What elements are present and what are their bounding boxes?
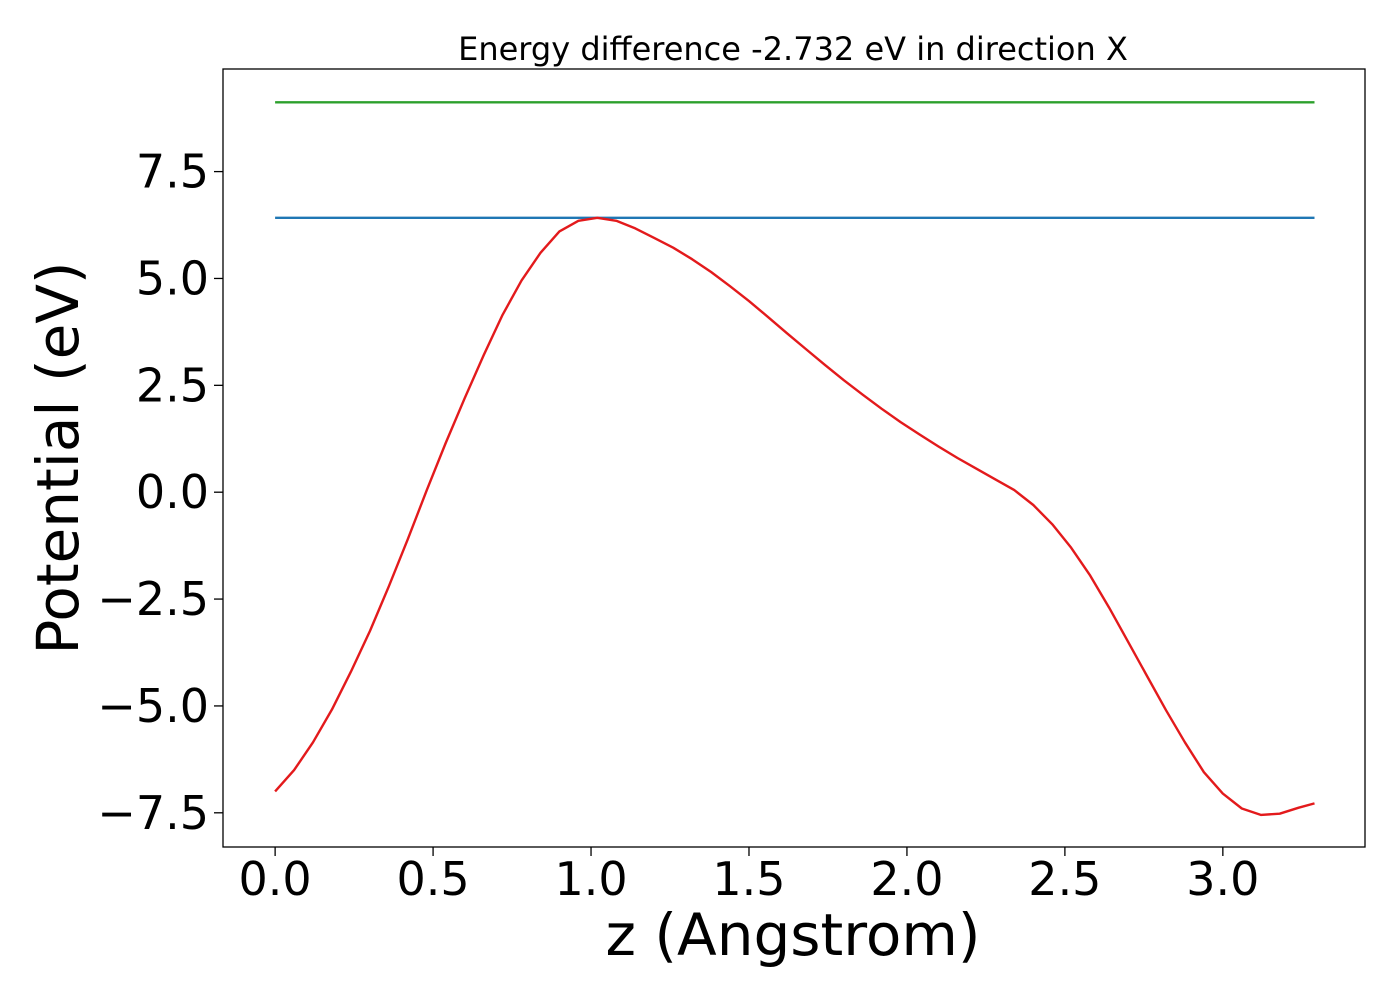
y-tick-label: −5.0: [97, 679, 209, 733]
y-tick-label: 0.0: [136, 465, 209, 519]
plot-area: [274, 101, 1315, 817]
x-tick-label: 0.5: [396, 852, 469, 906]
series-line-potential: [274, 216, 1315, 817]
x-tick-label: 1.0: [554, 852, 627, 906]
x-tick-label: 1.5: [712, 852, 785, 906]
x-axis-label: z (Angstrom): [606, 901, 981, 969]
x-tick-label: 0.0: [239, 852, 312, 906]
x-axis: 0.0 0.5 1.0 1.5 2.0 2.5 3.0: [239, 847, 1259, 906]
y-tick-label: 7.5: [136, 145, 209, 199]
y-axis-label: Potential (eV): [24, 261, 92, 654]
y-axis: 7.5 5.0 2.5 0.0 −2.5 −5.0 −7.5: [97, 145, 223, 840]
chart-title: Energy difference -2.732 eV in direction…: [458, 30, 1128, 68]
plot-frame: [222, 68, 1366, 848]
y-tick-label: 5.0: [136, 251, 209, 305]
x-tick-label: 2.0: [870, 852, 943, 906]
y-tick-label: −7.5: [97, 786, 209, 840]
x-tick-label: 2.5: [1028, 852, 1101, 906]
y-tick-label: −2.5: [97, 572, 209, 626]
x-tick-label: 3.0: [1186, 852, 1259, 906]
y-tick-label: 2.5: [136, 358, 209, 412]
